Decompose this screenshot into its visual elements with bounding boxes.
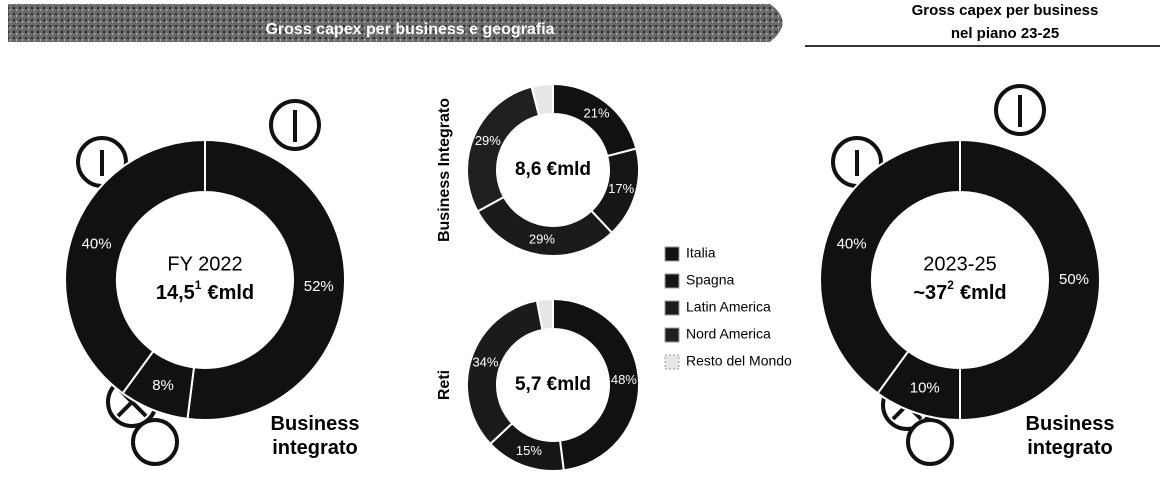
value-label: 48% [611, 372, 637, 387]
value-label: 21% [584, 105, 610, 120]
value-label: 50% [1059, 271, 1089, 288]
value-label: 29% [475, 133, 501, 148]
center-title: FY 2022 [167, 253, 242, 275]
donut-segment [476, 195, 614, 257]
donut-segment [64, 138, 206, 395]
caption-line: Business [271, 413, 360, 435]
donut-segment [530, 82, 554, 117]
right-subtitle: nel piano 23-25 [951, 25, 1059, 42]
legend-label: Latin America [686, 299, 771, 315]
donut-segment [959, 138, 1101, 422]
donut-segment [552, 297, 640, 472]
legend-swatch [664, 273, 680, 289]
value-label: 17% [608, 181, 634, 196]
center-value: 14,51 €mld [156, 278, 254, 304]
value-label: 29% [529, 232, 555, 247]
legend-label: Nord America [686, 326, 771, 342]
center-value: ~372 €mld [913, 278, 1006, 304]
caption-line: integrato [1027, 437, 1113, 459]
caption-line: Business [1026, 413, 1115, 435]
caption: Business integrato [1026, 413, 1115, 459]
value-label: 8% [152, 377, 174, 394]
side-label: Reti [436, 370, 453, 400]
value-label: 52% [304, 278, 334, 295]
caption: Business integrato [271, 413, 360, 459]
value-label: 40% [82, 236, 112, 253]
value-label: 10% [910, 379, 940, 396]
center-number: ~37 [913, 282, 947, 304]
donut-segment [535, 297, 554, 332]
legend-swatch [664, 300, 680, 316]
footnote-mark: 1 [195, 278, 202, 292]
donut-segment [819, 138, 961, 395]
legend-label: Resto del Mondo [686, 353, 792, 369]
center-value: 8,6 €mld [515, 159, 591, 180]
banner [8, 4, 783, 42]
legend-swatch [664, 246, 680, 262]
value-label: 15% [516, 443, 542, 458]
donut-segment [186, 138, 346, 421]
legend-swatch [664, 354, 680, 370]
center-unit: €mld [207, 282, 254, 304]
caption-line: integrato [272, 437, 358, 459]
donut-segment [466, 85, 541, 213]
legend-label: Spagna [686, 272, 734, 288]
banner-title: Gross capex per business e geografia [265, 21, 554, 38]
legend-label: Italia [686, 245, 716, 261]
footnote-mark: 2 [947, 278, 954, 292]
center-value: 5,7 €mld [515, 374, 591, 395]
value-label: 34% [472, 354, 498, 369]
legend-swatch [664, 327, 680, 343]
value-label: 40% [837, 236, 867, 253]
center-unit: €mld [960, 282, 1007, 304]
side-label: Business Integrato [436, 98, 453, 242]
right-title: Gross capex per business [912, 2, 1099, 19]
donut-segment [466, 299, 544, 446]
center-number: 14,5 [156, 282, 195, 304]
center-title: 2023-25 [923, 253, 996, 275]
